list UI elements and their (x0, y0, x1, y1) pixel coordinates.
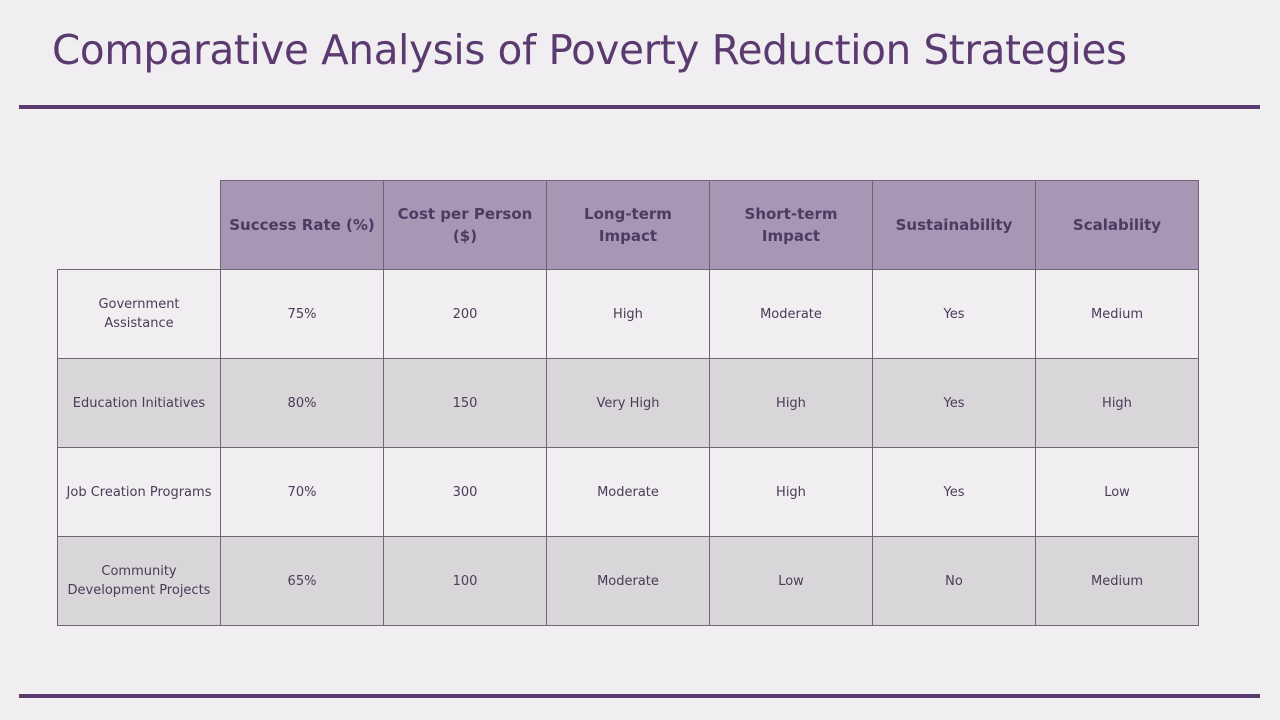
table-cell: Moderate (546, 536, 710, 626)
table-cell: Yes (872, 358, 1036, 448)
header-cell: Success Rate (%) (220, 180, 384, 270)
bottom-divider (19, 694, 1260, 698)
row-label: Job Creation Programs (57, 447, 221, 537)
table-cell: Yes (872, 269, 1036, 359)
top-divider (19, 105, 1260, 109)
header-cell: Scalability (1035, 180, 1199, 270)
table-cell: 300 (383, 447, 547, 537)
table-cell: Medium (1035, 269, 1199, 359)
slide-title: Comparative Analysis of Poverty Reductio… (52, 26, 1127, 74)
table-cell: Medium (1035, 536, 1199, 626)
table-cell: Low (1035, 447, 1199, 537)
table-cell: 150 (383, 358, 547, 448)
table-row: Education Initiatives 80% 150 Very High High… (57, 358, 1199, 448)
row-label: Community Development Projects (57, 536, 221, 626)
table-row: Government Assistance 75% 200 High Moderate Y… (57, 269, 1199, 359)
table-cell: Moderate (546, 447, 710, 537)
row-label: Education Initiatives (57, 358, 221, 448)
table-cell: Very High (546, 358, 710, 448)
table-row: Job Creation Programs 70% 300 Moderate High Y… (57, 447, 1199, 537)
table-cell: High (709, 447, 873, 537)
table-cell: 100 (383, 536, 547, 626)
row-label: Government Assistance (57, 269, 221, 359)
header-cell: Cost per Person ($) (383, 180, 547, 270)
header-row: Success Rate (%) Cost per Person ($) Lon… (57, 180, 1199, 270)
table-row: Community Development Projects 65% 100 Mode… (57, 536, 1199, 626)
header-cell: Short-term Impact (709, 180, 873, 270)
table-cell: 80% (220, 358, 384, 448)
table-cell: Moderate (709, 269, 873, 359)
table-cell: High (1035, 358, 1199, 448)
table-cell: No (872, 536, 1036, 626)
corner-cell (57, 180, 221, 270)
table-cell: High (546, 269, 710, 359)
table-cell: 65% (220, 536, 384, 626)
table-cell: High (709, 358, 873, 448)
header-cell: Long-term Impact (546, 180, 710, 270)
table-cell: 70% (220, 447, 384, 537)
table-cell: 75% (220, 269, 384, 359)
header-cell: Sustainability (872, 180, 1036, 270)
table-cell: Low (709, 536, 873, 626)
table-cell: 200 (383, 269, 547, 359)
table-cell: Yes (872, 447, 1036, 537)
comparison-table: Success Rate (%) Cost per Person ($) Lon… (57, 180, 1199, 626)
